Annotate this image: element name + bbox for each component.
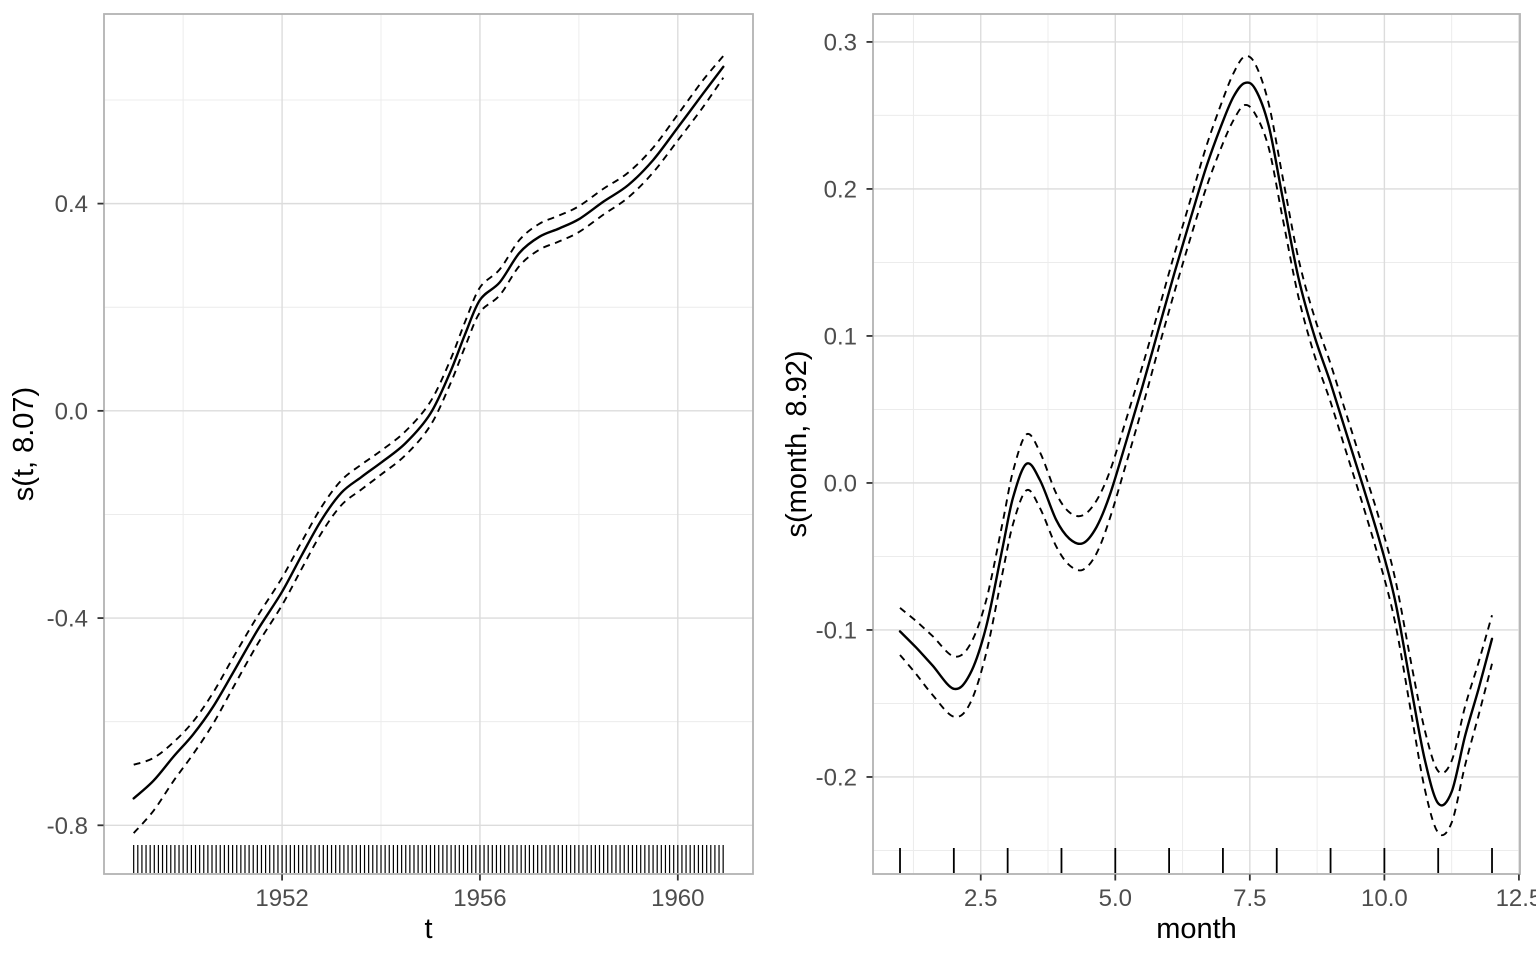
y-tick-label: -0.2 xyxy=(816,764,857,791)
panel-background xyxy=(873,14,1520,874)
y-tick-label: 0.1 xyxy=(824,323,857,350)
y-tick-label: -0.4 xyxy=(47,606,88,633)
trend-plot-layers: 1952 1956 1960 0.4 0.0 -0.4 -0.8 xyxy=(47,13,754,912)
x-tick-label: 1952 xyxy=(255,885,308,912)
x-tick-label: 5.0 xyxy=(1099,885,1132,912)
x-tick-label: 7.5 xyxy=(1233,885,1266,912)
trend-y-axis-title: s(t, 8.07) xyxy=(8,387,40,501)
y-tick-label: 0.0 xyxy=(55,398,88,425)
x-tick-label: 1960 xyxy=(651,885,704,912)
panel-border xyxy=(872,13,1521,875)
x-tick-label: 2.5 xyxy=(964,885,997,912)
ci-upper-curve xyxy=(899,55,1493,775)
trend-x-axis-title: t xyxy=(424,913,432,945)
seasonal-y-axis-title: s(month, 8.92) xyxy=(781,351,813,538)
ci-lower-curve xyxy=(899,103,1493,837)
estimate-curve xyxy=(132,65,725,800)
ci-lower-curve xyxy=(132,77,725,834)
y-tick-label: -0.8 xyxy=(47,813,88,840)
panel-background xyxy=(104,14,753,874)
y-tick-label: 0.0 xyxy=(824,470,857,497)
seasonal-smooth-panel: 2.5 5.0 7.5 10.0 12.5 0.3 0.2 0.1 0.0 -0.1 -0.2 mo… xyxy=(781,13,1536,945)
x-tick-label: 10.0 xyxy=(1361,885,1408,912)
y-tick-label: 0.4 xyxy=(55,191,88,218)
estimate-curve xyxy=(898,81,1494,807)
x-tick-label: 1956 xyxy=(453,885,506,912)
seasonal-x-axis-title: month xyxy=(1156,913,1237,945)
y-tick-label: 0.2 xyxy=(824,176,857,203)
y-tick-label: 0.3 xyxy=(824,29,857,56)
seasonal-plot-layers: 2.5 5.0 7.5 10.0 12.5 0.3 0.2 0.1 0.0 -0.1 -0.2 xyxy=(816,13,1536,912)
trend-smooth-panel: 1952 1956 1960 0.4 0.0 -0.4 -0.8 t s(t, 8.07) xyxy=(8,13,754,945)
ci-upper-curve xyxy=(133,55,725,766)
panel-border xyxy=(103,13,754,875)
y-tick-label: -0.1 xyxy=(816,617,857,644)
x-tick-label: 12.5 xyxy=(1496,885,1536,912)
